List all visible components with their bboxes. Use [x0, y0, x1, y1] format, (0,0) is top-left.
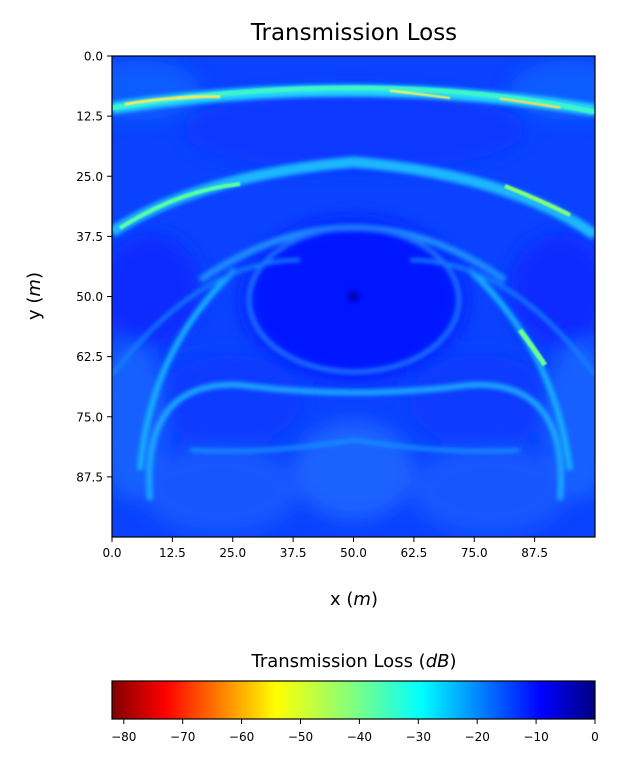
colorbar-tick-label: −80: [111, 730, 136, 744]
heatmap-hot-ridges: [112, 85, 595, 367]
colorbar-tick-label: −20: [465, 730, 490, 744]
chart-title: Transmission Loss: [250, 20, 457, 46]
colorbar-title: Transmission Loss (dB): [250, 651, 456, 672]
colorbar-tick-label: −50: [288, 730, 313, 744]
x-tick-label: 75.0: [461, 546, 488, 560]
x-tick-label: 37.5: [280, 546, 307, 560]
y-tick-label: 75.0: [76, 410, 103, 424]
y-axis-title: y (m): [24, 272, 45, 320]
colorbar-tick-label: −60: [229, 730, 254, 744]
x-axis-title: x (m): [330, 589, 378, 610]
source-point-marker: [341, 284, 366, 309]
colorbar-tick-label: −40: [347, 730, 372, 744]
x-tick-label: 50.0: [340, 546, 367, 560]
y-tick-label: 87.5: [76, 470, 103, 484]
x-tick-label: 62.5: [401, 546, 428, 560]
heatmap-field: [112, 56, 595, 537]
x-tick-label: 0.0: [102, 546, 121, 560]
y-tick-label: 0.0: [84, 50, 103, 64]
x-tick-label: 25.0: [219, 546, 246, 560]
y-tick-label: 50.0: [76, 290, 103, 304]
colorbar-tick-label: −30: [406, 730, 431, 744]
y-tick-label: 25.0: [76, 170, 103, 184]
x-tick-label: 87.5: [521, 546, 548, 560]
y-tick-label: 37.5: [76, 230, 103, 244]
y-tick-label: 12.5: [76, 110, 103, 124]
colorbar-tick-label: −70: [170, 730, 195, 744]
y-axis-ticks: 0.0 12.5 25.0 37.5 50.0 62.5 75.0 87.5: [76, 50, 112, 484]
colorbar-ticks: −80 −70 −60 −50 −40 −30 −20 −10 0: [111, 719, 599, 744]
y-tick-label: 62.5: [76, 350, 103, 364]
x-tick-label: 12.5: [159, 546, 186, 560]
x-axis-ticks: 0.0 12.5 25.0 37.5 50.0 62.5 75.0 87.5: [102, 537, 548, 560]
colorbar: [111, 680, 596, 720]
colorbar-tick-label: −10: [523, 730, 548, 744]
colorbar-tick-label: 0: [591, 730, 599, 744]
